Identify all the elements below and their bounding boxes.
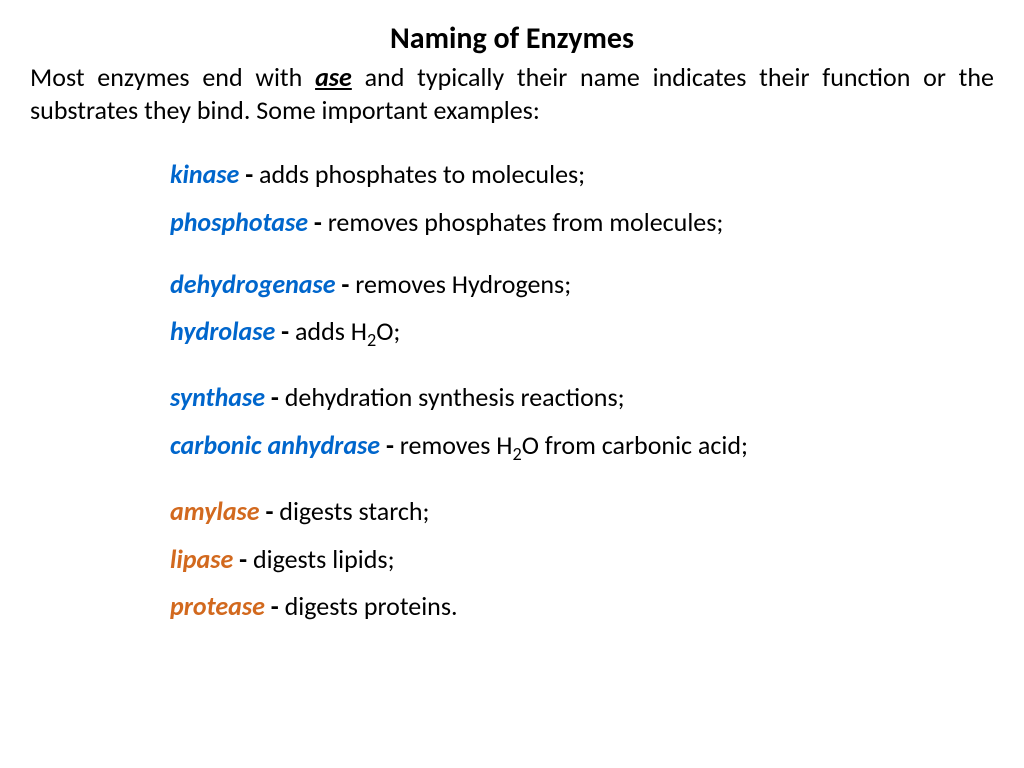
list-item: hydrolase - adds H2O; [170,315,994,353]
enzyme-desc: adds H [295,315,367,347]
enzyme-desc: digests lipids; [253,543,395,575]
separator: - [380,429,400,461]
separator: - [336,268,356,300]
separator: - [233,543,253,575]
enzyme-desc: adds phosphates to molecules; [259,158,585,190]
subscript: 2 [512,443,521,465]
list-item: protease - digests proteins. [170,590,994,624]
enzyme-term: synthase [170,381,265,413]
enzyme-desc: O from carbonic acid; [522,429,748,461]
separator: - [308,206,328,238]
list-item: phosphotase - removes phosphates from mo… [170,206,994,240]
enzyme-term: protease [170,590,265,622]
subscript: 2 [367,330,376,352]
enzyme-desc: dehydration synthesis reactions; [285,381,625,413]
intro-paragraph: Most enzymes end with ase and typically … [30,61,994,126]
enzyme-desc: O; [376,315,400,347]
enzyme-desc: digests starch; [279,495,429,527]
enzyme-term: amylase [170,495,260,527]
list-item: synthase - dehydration synthesis reactio… [170,381,994,415]
separator: - [265,381,285,413]
separator: - [275,315,295,347]
list-item: kinase - adds phosphates to molecules; [170,158,994,192]
list-item: carbonic anhydrase - removes H2O from ca… [170,429,994,467]
enzyme-term: hydrolase [170,315,275,347]
separator: - [260,495,280,527]
enzyme-list: kinase - adds phosphates to molecules; ph… [170,158,994,624]
separator: - [239,158,259,190]
enzyme-term: kinase [170,158,239,190]
enzyme-desc: removes phosphates from molecules; [328,206,724,238]
list-item: dehydrogenase - removes Hydrogens; [170,268,994,302]
slide-container: Naming of Enzymes Most enzymes end with … [0,0,1024,658]
intro-before: Most enzymes end with [30,61,315,93]
slide-title: Naming of Enzymes [30,20,994,57]
separator: - [265,590,285,622]
enzyme-desc: removes H [400,429,513,461]
list-item: lipase - digests lipids; [170,543,994,577]
enzyme-term: carbonic anhydrase [170,429,380,461]
enzyme-term: lipase [170,543,233,575]
enzyme-desc: digests proteins. [285,590,458,622]
list-item: amylase - digests starch; [170,495,994,529]
enzyme-term: dehydrogenase [170,268,336,300]
enzyme-term: phosphotase [170,206,308,238]
intro-ase: ase [315,61,352,93]
enzyme-desc: removes Hydrogens; [355,268,571,300]
